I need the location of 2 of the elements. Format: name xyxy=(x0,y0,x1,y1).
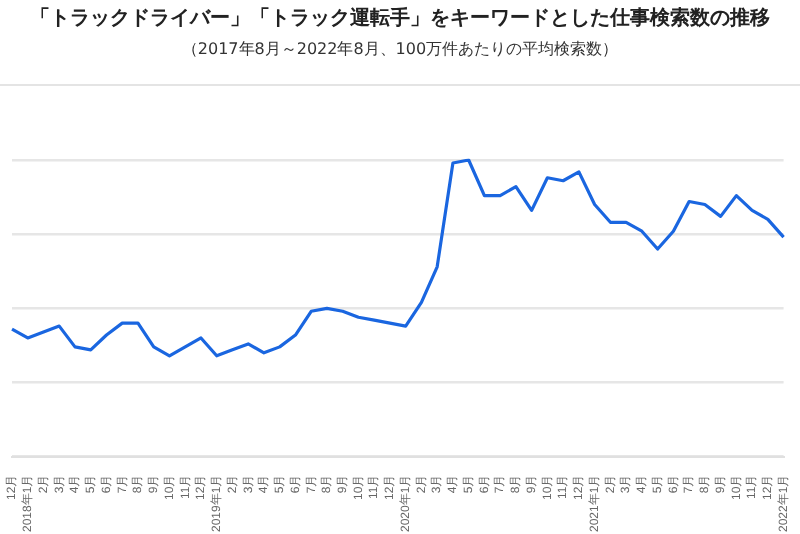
chart-subtitle: （2017年8月～2022年8月、100万件あたりの平均検索数） xyxy=(179,38,621,60)
chart-title: 「トラックドライバー」「トラック運転手」をキーワードとした仕事検索数の推移 xyxy=(28,5,772,32)
